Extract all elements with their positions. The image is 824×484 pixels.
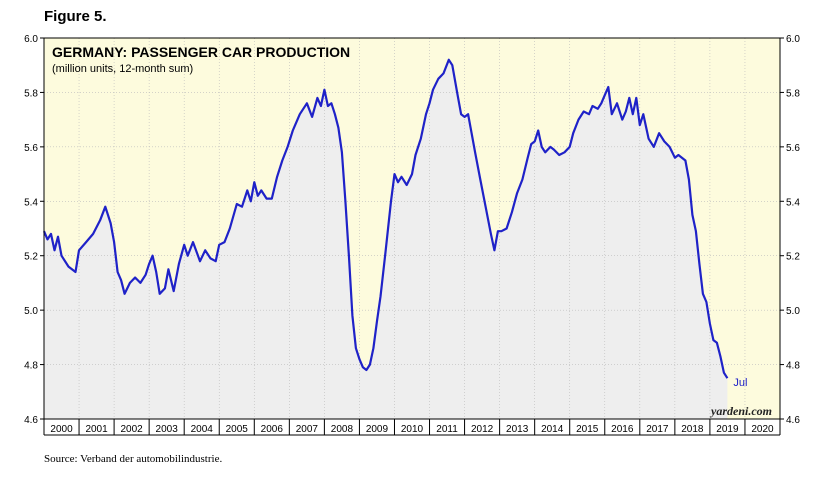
y-tick-label: 4.6 <box>786 415 800 426</box>
x-tick-label: 2002 <box>120 424 143 435</box>
y-tick-label: 4.8 <box>24 361 38 372</box>
x-tick-label: 2012 <box>471 424 494 435</box>
x-tick-label: 2011 <box>436 424 458 435</box>
y-tick-label: 5.0 <box>24 306 38 317</box>
x-tick-label: 2016 <box>611 424 634 435</box>
y-tick-label: 5.8 <box>24 88 38 99</box>
end-label: Jul <box>733 377 747 389</box>
y-tick-label: 5.0 <box>786 306 800 317</box>
x-tick-label: 2006 <box>261 424 284 435</box>
y-tick-label: 5.6 <box>24 143 38 154</box>
chart-subtitle: (million units, 12-month sum) <box>52 63 193 75</box>
y-tick-label: 5.2 <box>24 252 38 263</box>
y-axis-right: 4.6 4.8 5.0 5.2 5.4 5.6 5.8 6.0 <box>780 34 800 426</box>
x-tick-label: 2005 <box>226 424 249 435</box>
plot-frame <box>43 37 781 420</box>
y-tick-label: 5.2 <box>786 252 800 263</box>
x-tick-label: 2001 <box>85 424 108 435</box>
figure-label: Figure 5. <box>44 8 107 25</box>
x-tick-label: 2010 <box>401 424 424 435</box>
x-axis: 2000 2001 2002 2003 2004 2005 2006 2007 2008 2009… <box>43 419 781 436</box>
y-tick-label: 4.8 <box>786 361 800 372</box>
x-tick-label: 2015 <box>576 424 599 435</box>
x-tick-label: 2014 <box>541 424 564 435</box>
y-axis-left: 4.6 4.8 5.0 5.2 5.4 5.6 5.8 6.0 <box>24 34 44 426</box>
x-tick-label: 2008 <box>331 424 354 435</box>
x-tick-label: 2000 <box>50 424 73 435</box>
x-tick-label: 2004 <box>191 424 214 435</box>
y-tick-label: 5.8 <box>786 88 800 99</box>
x-tick-label: 2007 <box>296 424 319 435</box>
x-tick-label: 2018 <box>681 424 704 435</box>
y-tick-label: 6.0 <box>786 34 800 45</box>
y-tick-label: 4.6 <box>24 415 38 426</box>
y-tick-label: 6.0 <box>24 34 38 45</box>
x-tick-label: 2013 <box>506 424 529 435</box>
y-tick-label: 5.4 <box>24 197 38 208</box>
area-fill <box>44 59 728 420</box>
x-tick-label: 2003 <box>156 424 179 435</box>
watermark: yardeni.com <box>709 404 772 418</box>
x-tick-label: 2019 <box>716 424 739 435</box>
y-tick-label: 5.4 <box>786 197 800 208</box>
series-line <box>42 58 729 379</box>
chart-title: GERMANY: PASSENGER CAR PRODUCTION <box>52 44 350 60</box>
x-tick-label: 2017 <box>646 424 669 435</box>
x-tick-label: 2009 <box>366 424 389 435</box>
y-tick-label: 5.6 <box>786 143 800 154</box>
x-tick-label: 2020 <box>751 424 774 435</box>
source-note: Source: Verband der automobilindustrie. <box>44 453 223 465</box>
